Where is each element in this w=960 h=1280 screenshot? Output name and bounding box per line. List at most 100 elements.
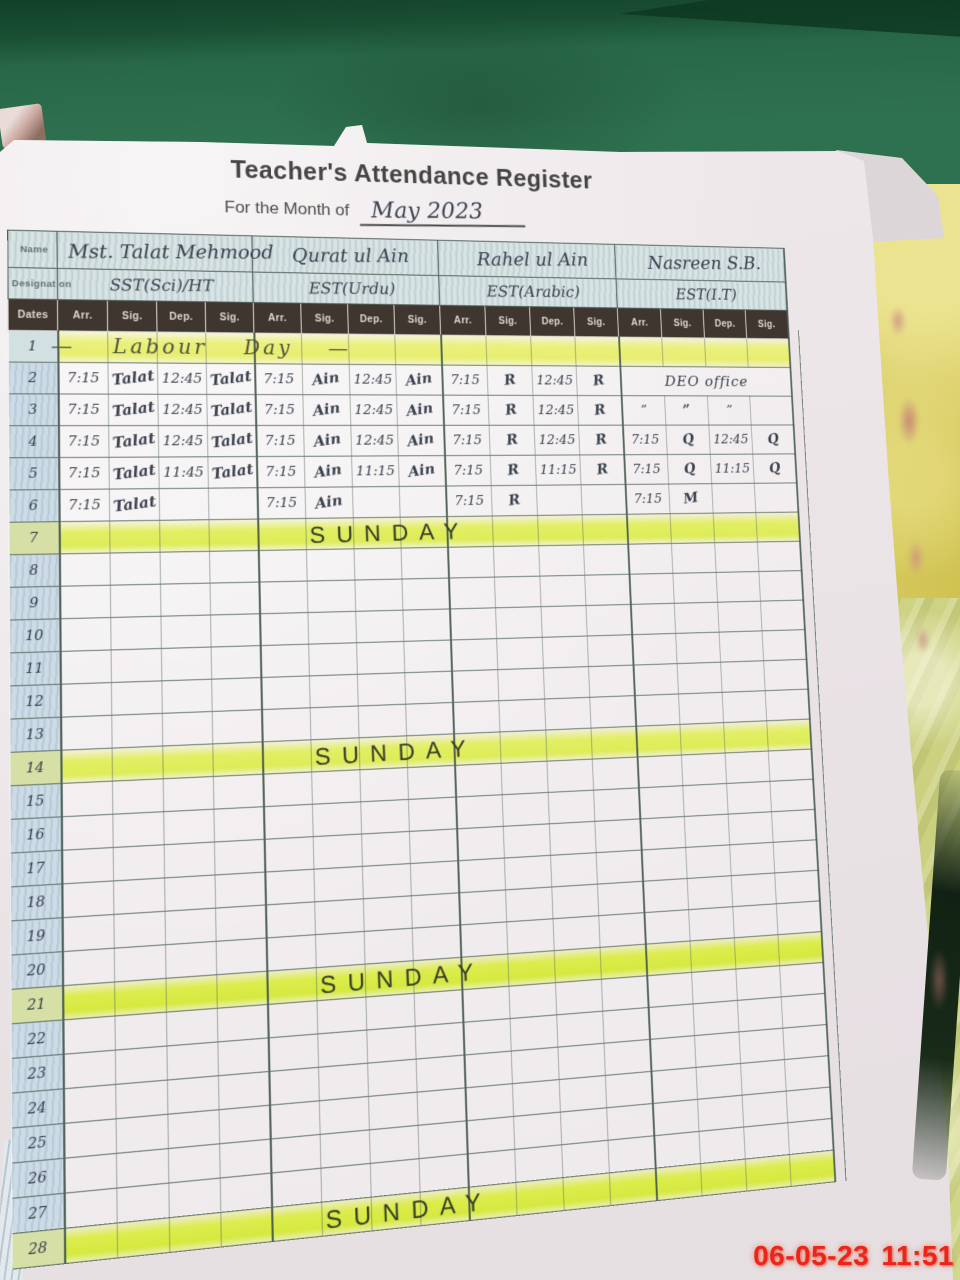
attendance-cell: ” bbox=[707, 395, 752, 426]
attendance-cell bbox=[268, 1067, 320, 1106]
attendance-cell bbox=[631, 633, 678, 666]
attendance-cell bbox=[550, 852, 598, 887]
attendance-cell bbox=[713, 512, 758, 543]
attendance-cell bbox=[717, 601, 763, 633]
attendance-cell bbox=[485, 335, 532, 366]
attendance-cell: R bbox=[488, 395, 535, 426]
attendance-cell bbox=[168, 1178, 221, 1218]
attendance-cell bbox=[112, 778, 164, 815]
attendance-cell bbox=[745, 1154, 792, 1192]
attendance-cell bbox=[63, 1153, 117, 1194]
attendance-cell: Talat bbox=[108, 425, 159, 458]
attendance-cell bbox=[307, 580, 356, 613]
attendance-cell bbox=[530, 336, 577, 366]
attendance-cell bbox=[684, 814, 730, 848]
attendance-cell bbox=[59, 617, 112, 652]
attendance-cell bbox=[317, 997, 367, 1034]
attendance-cell bbox=[675, 632, 721, 664]
attendance-cell bbox=[734, 934, 780, 970]
attendance-cell bbox=[315, 931, 366, 968]
attendance-cell bbox=[506, 918, 555, 954]
attendance-cell bbox=[782, 1024, 829, 1060]
attendance-cell bbox=[694, 1031, 741, 1068]
page-edge-stain bbox=[890, 306, 906, 336]
attendance-cell bbox=[354, 579, 403, 612]
attendance-cell bbox=[253, 333, 303, 365]
attendance-cell bbox=[511, 1047, 560, 1084]
attendance-cell bbox=[402, 578, 450, 611]
date-cell: 9 bbox=[9, 586, 60, 621]
date-cell: 11 bbox=[9, 651, 61, 686]
attendance-cell: Ain bbox=[303, 425, 352, 457]
attendance-cell: 12:45 bbox=[349, 364, 397, 395]
attendance-cell bbox=[115, 1080, 168, 1119]
attendance-cell bbox=[271, 1202, 323, 1242]
attendance-cell bbox=[210, 613, 261, 648]
attendance-cell bbox=[604, 1039, 652, 1076]
attendance-cell bbox=[63, 1118, 117, 1159]
attendance-cell bbox=[787, 1118, 834, 1155]
attendance-cell bbox=[766, 719, 812, 751]
attendance-cell bbox=[714, 541, 759, 573]
attendance-cell bbox=[778, 931, 823, 966]
attendance-cell: M bbox=[668, 483, 714, 514]
attendance-cell bbox=[359, 735, 408, 770]
attendance-cell bbox=[266, 934, 317, 972]
attendance-cell bbox=[467, 1149, 516, 1188]
attendance-cell bbox=[699, 1127, 746, 1164]
attendance-cell bbox=[410, 860, 459, 896]
attendance-cell bbox=[216, 971, 268, 1009]
attendance-cell bbox=[651, 1067, 698, 1104]
date-cell: 21 bbox=[10, 985, 63, 1024]
attendance-cell bbox=[746, 338, 791, 368]
attendance-cell bbox=[608, 1135, 656, 1173]
attendance-cell bbox=[539, 575, 587, 607]
attendance-cell bbox=[409, 828, 458, 864]
attendance-cell bbox=[776, 900, 822, 935]
dates-header: Dates bbox=[8, 298, 58, 331]
attendance-cell: Talat bbox=[206, 394, 256, 426]
attendance-cell bbox=[722, 690, 767, 723]
attendance-cell bbox=[512, 1079, 561, 1117]
attendance-cell bbox=[61, 847, 114, 884]
attendance-cell bbox=[493, 545, 540, 578]
attendance-cell bbox=[220, 1207, 273, 1247]
col-header-dep: Dep. bbox=[156, 301, 206, 333]
attendance-cell: 7:15 bbox=[58, 489, 110, 522]
attendance-cell: 7:15 bbox=[625, 484, 671, 515]
attendance-cell: 11:15 bbox=[535, 454, 582, 486]
attendance-cell: 7:15 bbox=[444, 455, 492, 487]
attendance-table: Name Mst. Talat Mehmood Qurat ul Ain Rah… bbox=[7, 229, 836, 1270]
attendance-cell bbox=[400, 516, 448, 549]
attendance-cell: Talat bbox=[109, 457, 160, 490]
teacher-name: Mst. Talat Mehmood bbox=[67, 240, 274, 264]
attendance-cell bbox=[460, 953, 510, 990]
attendance-cell bbox=[212, 709, 263, 744]
col-header-arr: Arr. bbox=[253, 302, 302, 334]
attendance-cell bbox=[160, 583, 211, 617]
attendance-cell bbox=[455, 794, 504, 829]
col-header-sig: Sig. bbox=[745, 309, 789, 339]
attendance-cell: 12:45 bbox=[350, 425, 399, 457]
attendance-cell bbox=[457, 858, 506, 893]
attendance-cell bbox=[357, 672, 406, 706]
attendance-cell bbox=[115, 1045, 168, 1085]
attendance-cell bbox=[60, 715, 113, 751]
attendance-cell bbox=[645, 940, 692, 976]
attendance-cell bbox=[586, 604, 632, 636]
attendance-cell bbox=[161, 679, 213, 714]
attendance-cell bbox=[208, 487, 258, 520]
date-cell: 25 bbox=[11, 1123, 64, 1164]
attendance-cell bbox=[270, 1168, 322, 1208]
attendance-cell bbox=[459, 921, 508, 958]
teacher-name: Nasreen S.B. bbox=[647, 253, 762, 274]
attendance-cell bbox=[165, 941, 217, 979]
attendance-cell bbox=[760, 600, 805, 631]
attendance-cell bbox=[514, 1144, 564, 1183]
attendance-cell bbox=[311, 769, 361, 805]
attendance-cell bbox=[402, 608, 451, 642]
attendance-cell bbox=[742, 1091, 788, 1128]
attendance-cell bbox=[314, 898, 365, 935]
attendance-cell bbox=[354, 548, 403, 581]
attendance-cell bbox=[107, 331, 158, 364]
